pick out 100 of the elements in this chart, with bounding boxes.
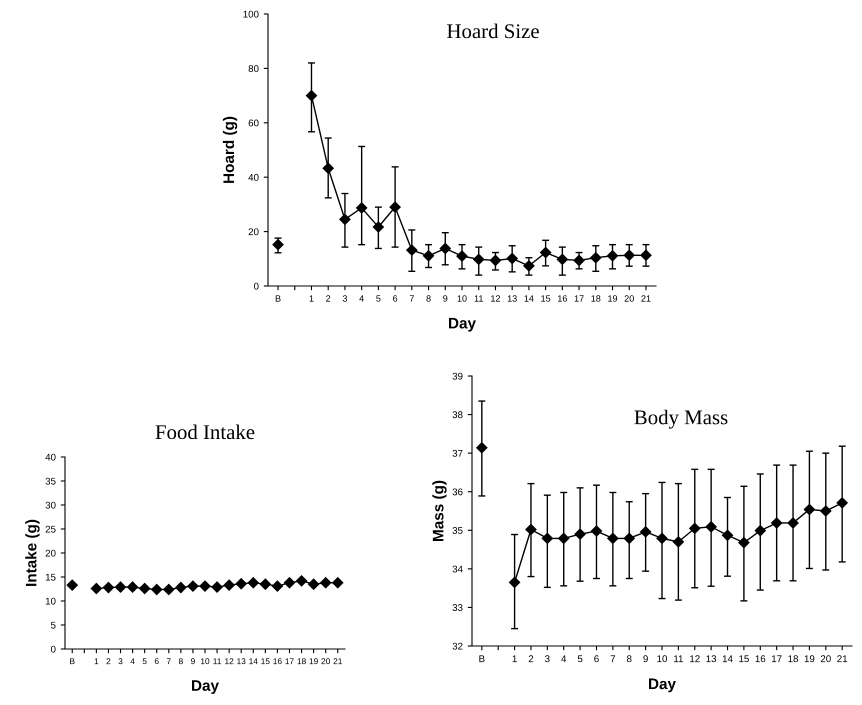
x-tick-label: 20 bbox=[624, 295, 634, 302]
x-tick-label: 11 bbox=[674, 655, 683, 662]
y-tick-label: 40 bbox=[248, 174, 259, 181]
point bbox=[248, 577, 259, 588]
x-tick-label: 3 bbox=[342, 295, 348, 302]
x-tick-label: 15 bbox=[261, 658, 270, 664]
point bbox=[508, 576, 520, 588]
y-tick-label: 34 bbox=[452, 566, 463, 572]
point bbox=[607, 532, 618, 544]
point bbox=[66, 580, 78, 591]
x-tick-label: 16 bbox=[756, 655, 766, 662]
point bbox=[542, 532, 553, 544]
x-tick-label: 12 bbox=[690, 655, 700, 662]
point bbox=[574, 528, 586, 540]
point bbox=[90, 582, 102, 594]
x-tick-label: 10 bbox=[657, 655, 668, 662]
point bbox=[126, 581, 138, 593]
y-tick-label: 80 bbox=[248, 65, 259, 72]
x-tick-label: B bbox=[479, 655, 485, 662]
point bbox=[525, 524, 537, 536]
y-tick-label: 0 bbox=[254, 282, 259, 290]
point bbox=[722, 530, 734, 541]
text: Body Mass bbox=[634, 410, 728, 429]
x-tick-label: 6 bbox=[594, 655, 599, 662]
x-tick-label: 17 bbox=[285, 658, 294, 664]
y-tick-label: 60 bbox=[248, 120, 259, 126]
point bbox=[322, 162, 334, 174]
x-tick-label: 14 bbox=[249, 658, 258, 664]
point bbox=[332, 577, 344, 588]
x-tick-label: 21 bbox=[641, 295, 651, 302]
x-tick-label: B bbox=[70, 658, 75, 664]
point bbox=[236, 578, 247, 590]
point bbox=[296, 575, 308, 586]
point bbox=[139, 582, 150, 594]
y-tick-label: 0 bbox=[50, 646, 56, 653]
point bbox=[640, 526, 652, 538]
point bbox=[372, 221, 384, 233]
point bbox=[640, 250, 652, 261]
y-axis-title: Intake (g) bbox=[25, 520, 40, 586]
point bbox=[590, 525, 602, 537]
x-tick-label: 4 bbox=[359, 295, 364, 302]
point bbox=[573, 254, 585, 266]
point bbox=[151, 584, 162, 596]
x-tick-label: 1 bbox=[512, 655, 517, 662]
x-tick-label: 17 bbox=[574, 295, 584, 302]
y-tick-label: 38 bbox=[452, 411, 463, 418]
y-axis-title: Mass (g) bbox=[432, 480, 447, 541]
x-tick-label: 16 bbox=[273, 658, 282, 664]
y-tick-label: 20 bbox=[248, 228, 259, 236]
point bbox=[389, 202, 401, 213]
point bbox=[540, 246, 552, 258]
point bbox=[175, 582, 186, 594]
point bbox=[224, 580, 235, 591]
x-tick-label: 6 bbox=[154, 658, 159, 664]
point bbox=[590, 252, 602, 264]
point bbox=[473, 254, 484, 265]
point bbox=[306, 90, 318, 102]
y-tick-label: 37 bbox=[452, 450, 462, 457]
x-tick-label: 20 bbox=[321, 658, 330, 664]
point bbox=[836, 497, 848, 509]
x-tick-label: B bbox=[276, 295, 281, 302]
point bbox=[606, 250, 618, 262]
x-tick-label: 13 bbox=[508, 295, 517, 302]
x-tick-label: 2 bbox=[326, 295, 330, 302]
x-tick-label: 14 bbox=[524, 295, 534, 302]
point bbox=[260, 578, 271, 590]
point bbox=[211, 581, 223, 593]
y-tick-label: 15 bbox=[46, 574, 56, 581]
x-tick-label: 13 bbox=[237, 658, 246, 664]
x-axis-title: Day bbox=[192, 680, 219, 694]
y-tick-label: 32 bbox=[452, 642, 462, 650]
point bbox=[523, 260, 535, 272]
y-tick-label: 35 bbox=[452, 527, 463, 534]
chart-title: Food Intake bbox=[156, 424, 254, 440]
point bbox=[624, 250, 635, 261]
y-tick-label: 20 bbox=[46, 550, 56, 557]
y-tick-label: 10 bbox=[46, 598, 56, 605]
x-tick-label: 18 bbox=[788, 655, 798, 662]
x-tick-label: 7 bbox=[410, 295, 414, 302]
x-tick-label: 14 bbox=[722, 655, 733, 662]
y-tick-label: 40 bbox=[45, 454, 56, 461]
point bbox=[738, 537, 750, 548]
x-tick-label: 9 bbox=[643, 655, 648, 662]
point bbox=[456, 250, 468, 262]
point bbox=[490, 254, 502, 266]
point bbox=[102, 582, 114, 594]
y-tick-label: 100 bbox=[243, 10, 259, 18]
point bbox=[320, 577, 332, 588]
x-tick-label: 12 bbox=[491, 295, 500, 302]
point bbox=[556, 254, 568, 265]
x-tick-label: 4 bbox=[130, 658, 135, 664]
point bbox=[114, 581, 126, 593]
x-tick-label: 7 bbox=[610, 655, 616, 662]
y-axis-title: Hoard (g) bbox=[222, 116, 238, 183]
point bbox=[624, 532, 635, 544]
point bbox=[440, 242, 451, 254]
point bbox=[163, 584, 174, 596]
x-tick-label: 5 bbox=[578, 655, 582, 662]
x-tick-label: 17 bbox=[772, 655, 782, 662]
x-tick-label: 19 bbox=[310, 658, 318, 664]
